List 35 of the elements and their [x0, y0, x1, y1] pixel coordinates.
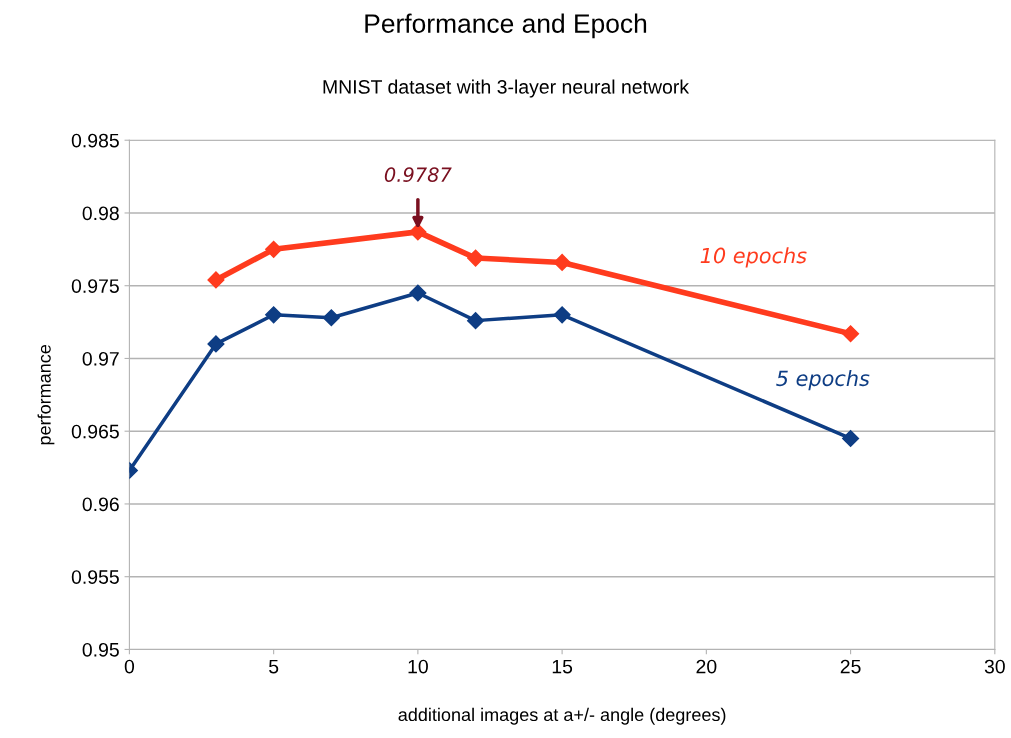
y-tick-label: 0.95 — [82, 642, 119, 657]
x-tick-label: 5 — [269, 659, 279, 674]
point — [409, 284, 427, 302]
y-tick-label: 0.955 — [71, 570, 119, 584]
y-tick-label: 0.98 — [82, 206, 119, 221]
x-tick-label: 15 — [552, 659, 573, 674]
point — [265, 240, 283, 258]
point — [553, 306, 571, 324]
point — [207, 271, 225, 289]
point — [467, 312, 485, 330]
x-tick-label: 30 — [984, 659, 1005, 674]
x-axis-title: additional images at a+/- angle (degrees) — [398, 707, 726, 725]
x-tick-label: 20 — [696, 659, 717, 674]
point — [265, 306, 283, 324]
point — [553, 253, 571, 271]
annotation: 0.9787 — [384, 167, 452, 182]
point — [207, 335, 225, 353]
point — [409, 223, 427, 241]
x-tick-label: 10 — [408, 659, 428, 674]
series-label: 10 epochs — [700, 247, 807, 268]
chart-subtitle: MNIST dataset with 3-layer neural network — [323, 79, 690, 98]
point — [467, 249, 485, 267]
y-tick-label: 0.985 — [71, 133, 119, 148]
series-label: 5 epochs — [776, 370, 870, 391]
point — [842, 325, 860, 343]
y-tick-label: 0.97 — [82, 351, 119, 366]
point — [842, 429, 860, 448]
y-tick-label: 0.975 — [71, 279, 119, 293]
y-axis-title: performance — [37, 344, 55, 445]
y-tick-label: 0.965 — [71, 424, 119, 439]
y-tick-label: 0.96 — [82, 497, 119, 512]
point — [322, 309, 340, 327]
x-tick-label: 0 — [124, 659, 135, 674]
chart-title: Performance and Epoch — [365, 13, 647, 39]
x-tick-label: 25 — [840, 659, 861, 674]
